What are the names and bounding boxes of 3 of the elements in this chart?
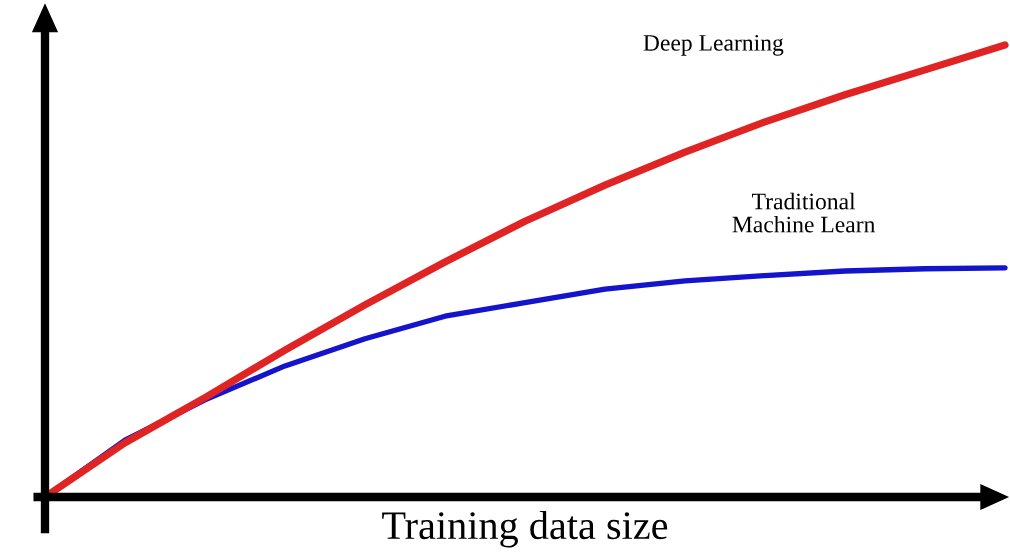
text: Deep Learning xyxy=(643,34,784,56)
series-label: Traditional Machine Learn xyxy=(732,192,876,233)
x-axis-title: Training data size xyxy=(382,510,668,548)
